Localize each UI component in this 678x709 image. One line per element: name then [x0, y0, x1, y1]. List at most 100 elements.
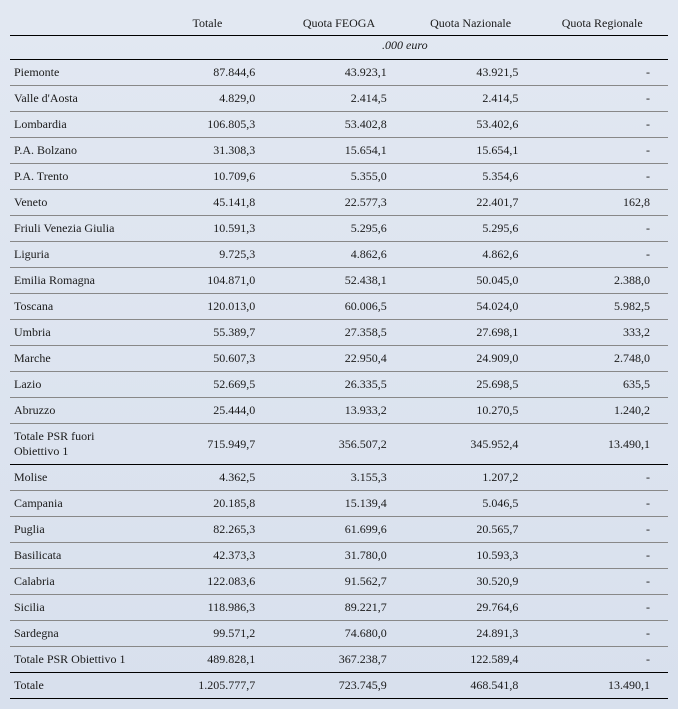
table-row: Piemonte87.844,643.923,143.921,5-	[10, 60, 668, 86]
table-row: Liguria9.725,34.862,64.862,6-	[10, 242, 668, 268]
cell-totale: 87.844,6	[142, 60, 274, 86]
cell-totale: 715.949,7	[142, 424, 274, 465]
table-row: Friuli Venezia Giulia10.591,35.295,65.29…	[10, 216, 668, 242]
row-label: Totale PSR Obiettivo 1	[10, 647, 142, 673]
cell-nazionale: 5.046,5	[405, 491, 537, 517]
cell-feoga: 89.221,7	[273, 595, 405, 621]
row-label: Calabria	[10, 569, 142, 595]
cell-feoga: 3.155,3	[273, 465, 405, 491]
cell-nazionale: 4.862,6	[405, 242, 537, 268]
table-row: Marche50.607,322.950,424.909,02.748,0	[10, 346, 668, 372]
cell-nazionale: 2.414,5	[405, 86, 537, 112]
cell-totale: 10.591,3	[142, 216, 274, 242]
cell-totale: 42.373,3	[142, 543, 274, 569]
table-row: Emilia Romagna104.871,052.438,150.045,02…	[10, 268, 668, 294]
cell-nazionale: 20.565,7	[405, 517, 537, 543]
cell-nazionale: 29.764,6	[405, 595, 537, 621]
cell-totale: 31.308,3	[142, 138, 274, 164]
cell-totale: 106.805,3	[142, 112, 274, 138]
cell-totale: 20.185,8	[142, 491, 274, 517]
table-row: Lombardia106.805,353.402,853.402,6-	[10, 112, 668, 138]
row-label: Abruzzo	[10, 398, 142, 424]
cell-totale: 104.871,0	[142, 268, 274, 294]
cell-regionale: -	[536, 621, 668, 647]
cell-feoga: 53.402,8	[273, 112, 405, 138]
table-row: P.A. Bolzano31.308,315.654,115.654,1-	[10, 138, 668, 164]
table-row: P.A. Trento10.709,65.355,05.354,6-	[10, 164, 668, 190]
cell-regionale: -	[536, 242, 668, 268]
cell-feoga: 5.295,6	[273, 216, 405, 242]
cell-nazionale: 50.045,0	[405, 268, 537, 294]
table-row: Molise4.362,53.155,31.207,2-	[10, 465, 668, 491]
cell-totale: 122.083,6	[142, 569, 274, 595]
cell-regionale: -	[536, 112, 668, 138]
row-label: Lazio	[10, 372, 142, 398]
cell-nazionale: 53.402,6	[405, 112, 537, 138]
cell-feoga: 15.654,1	[273, 138, 405, 164]
row-label: Umbria	[10, 320, 142, 346]
table-row: Totale PSR Obiettivo 1489.828,1367.238,7…	[10, 647, 668, 673]
cell-regionale: -	[536, 86, 668, 112]
cell-feoga: 61.699,6	[273, 517, 405, 543]
cell-feoga: 356.507,2	[273, 424, 405, 465]
cell-feoga: 91.562,7	[273, 569, 405, 595]
cell-regionale: 162,8	[536, 190, 668, 216]
row-label: Puglia	[10, 517, 142, 543]
cell-feoga: 31.780,0	[273, 543, 405, 569]
cell-nazionale: 10.593,3	[405, 543, 537, 569]
row-label: Friuli Venezia Giulia	[10, 216, 142, 242]
cell-feoga: 52.438,1	[273, 268, 405, 294]
cell-regionale: -	[536, 164, 668, 190]
cell-feoga: 22.950,4	[273, 346, 405, 372]
row-label: Campania	[10, 491, 142, 517]
cell-feoga: 60.006,5	[273, 294, 405, 320]
funding-table: Totale Quota FEOGA Quota Nazionale Quota…	[10, 10, 668, 699]
header-blank	[10, 10, 142, 36]
row-label: Sardegna	[10, 621, 142, 647]
row-label: Toscana	[10, 294, 142, 320]
table-row: Calabria122.083,691.562,730.520,9-	[10, 569, 668, 595]
table-row: Sardegna99.571,274.680,024.891,3-	[10, 621, 668, 647]
table-row: Totale PSR fuori Obiettivo 1715.949,7356…	[10, 424, 668, 465]
cell-totale: 118.986,3	[142, 595, 274, 621]
table-row: Umbria55.389,727.358,527.698,1333,2	[10, 320, 668, 346]
cell-regionale: -	[536, 517, 668, 543]
cell-regionale: -	[536, 216, 668, 242]
cell-totale: 99.571,2	[142, 621, 274, 647]
cell-totale: 55.389,7	[142, 320, 274, 346]
table-row: Valle d'Aosta4.829,02.414,52.414,5-	[10, 86, 668, 112]
cell-totale: 120.013,0	[142, 294, 274, 320]
cell-regionale: 13.490,1	[536, 673, 668, 699]
cell-totale: 4.829,0	[142, 86, 274, 112]
cell-totale: 25.444,0	[142, 398, 274, 424]
cell-nazionale: 468.541,8	[405, 673, 537, 699]
cell-regionale: -	[536, 543, 668, 569]
cell-nazionale: 5.354,6	[405, 164, 537, 190]
cell-nazionale: 22.401,7	[405, 190, 537, 216]
row-label: Sicilia	[10, 595, 142, 621]
cell-regionale: -	[536, 138, 668, 164]
header-feoga: Quota FEOGA	[273, 10, 405, 36]
row-label: Liguria	[10, 242, 142, 268]
cell-nazionale: 15.654,1	[405, 138, 537, 164]
row-label: P.A. Trento	[10, 164, 142, 190]
cell-nazionale: 345.952,4	[405, 424, 537, 465]
cell-regionale: -	[536, 569, 668, 595]
cell-regionale: 2.748,0	[536, 346, 668, 372]
header-totale: Totale	[142, 10, 274, 36]
row-label: Veneto	[10, 190, 142, 216]
cell-nazionale: 1.207,2	[405, 465, 537, 491]
row-label: Valle d'Aosta	[10, 86, 142, 112]
table-row: Totale1.205.777,7723.745,9468.541,813.49…	[10, 673, 668, 699]
table-row: Abruzzo25.444,013.933,210.270,51.240,2	[10, 398, 668, 424]
cell-totale: 489.828,1	[142, 647, 274, 673]
row-label: Emilia Romagna	[10, 268, 142, 294]
cell-nazionale: 43.921,5	[405, 60, 537, 86]
cell-nazionale: 122.589,4	[405, 647, 537, 673]
cell-feoga: 723.745,9	[273, 673, 405, 699]
table-row: Basilicata42.373,331.780,010.593,3-	[10, 543, 668, 569]
cell-regionale: -	[536, 60, 668, 86]
cell-feoga: 13.933,2	[273, 398, 405, 424]
cell-totale: 52.669,5	[142, 372, 274, 398]
cell-feoga: 2.414,5	[273, 86, 405, 112]
